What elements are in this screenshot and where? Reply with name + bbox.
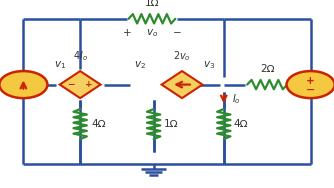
Circle shape xyxy=(0,71,47,98)
Text: $v_1$: $v_1$ xyxy=(54,60,66,71)
Text: 4Ω: 4Ω xyxy=(234,119,248,129)
Text: +: + xyxy=(306,76,315,86)
Text: $2v_o$: $2v_o$ xyxy=(173,49,191,63)
Text: −: − xyxy=(67,80,75,89)
Text: 1Ω: 1Ω xyxy=(164,119,178,129)
Text: $I_o$: $I_o$ xyxy=(232,92,241,106)
Text: +: + xyxy=(123,28,131,38)
Text: $v_2$: $v_2$ xyxy=(134,60,146,71)
Text: −: − xyxy=(173,28,181,38)
Text: $v_3$: $v_3$ xyxy=(203,60,215,71)
Text: $v_o$: $v_o$ xyxy=(146,27,158,39)
Polygon shape xyxy=(162,71,202,98)
Text: +: + xyxy=(86,80,93,89)
Text: 4Ω: 4Ω xyxy=(92,119,106,129)
Text: 2Ω: 2Ω xyxy=(260,64,275,74)
Text: −: − xyxy=(306,85,315,95)
Polygon shape xyxy=(60,71,101,98)
Circle shape xyxy=(287,71,334,98)
Text: 1Ω: 1Ω xyxy=(145,0,159,8)
Text: $4I_o$: $4I_o$ xyxy=(73,49,88,63)
